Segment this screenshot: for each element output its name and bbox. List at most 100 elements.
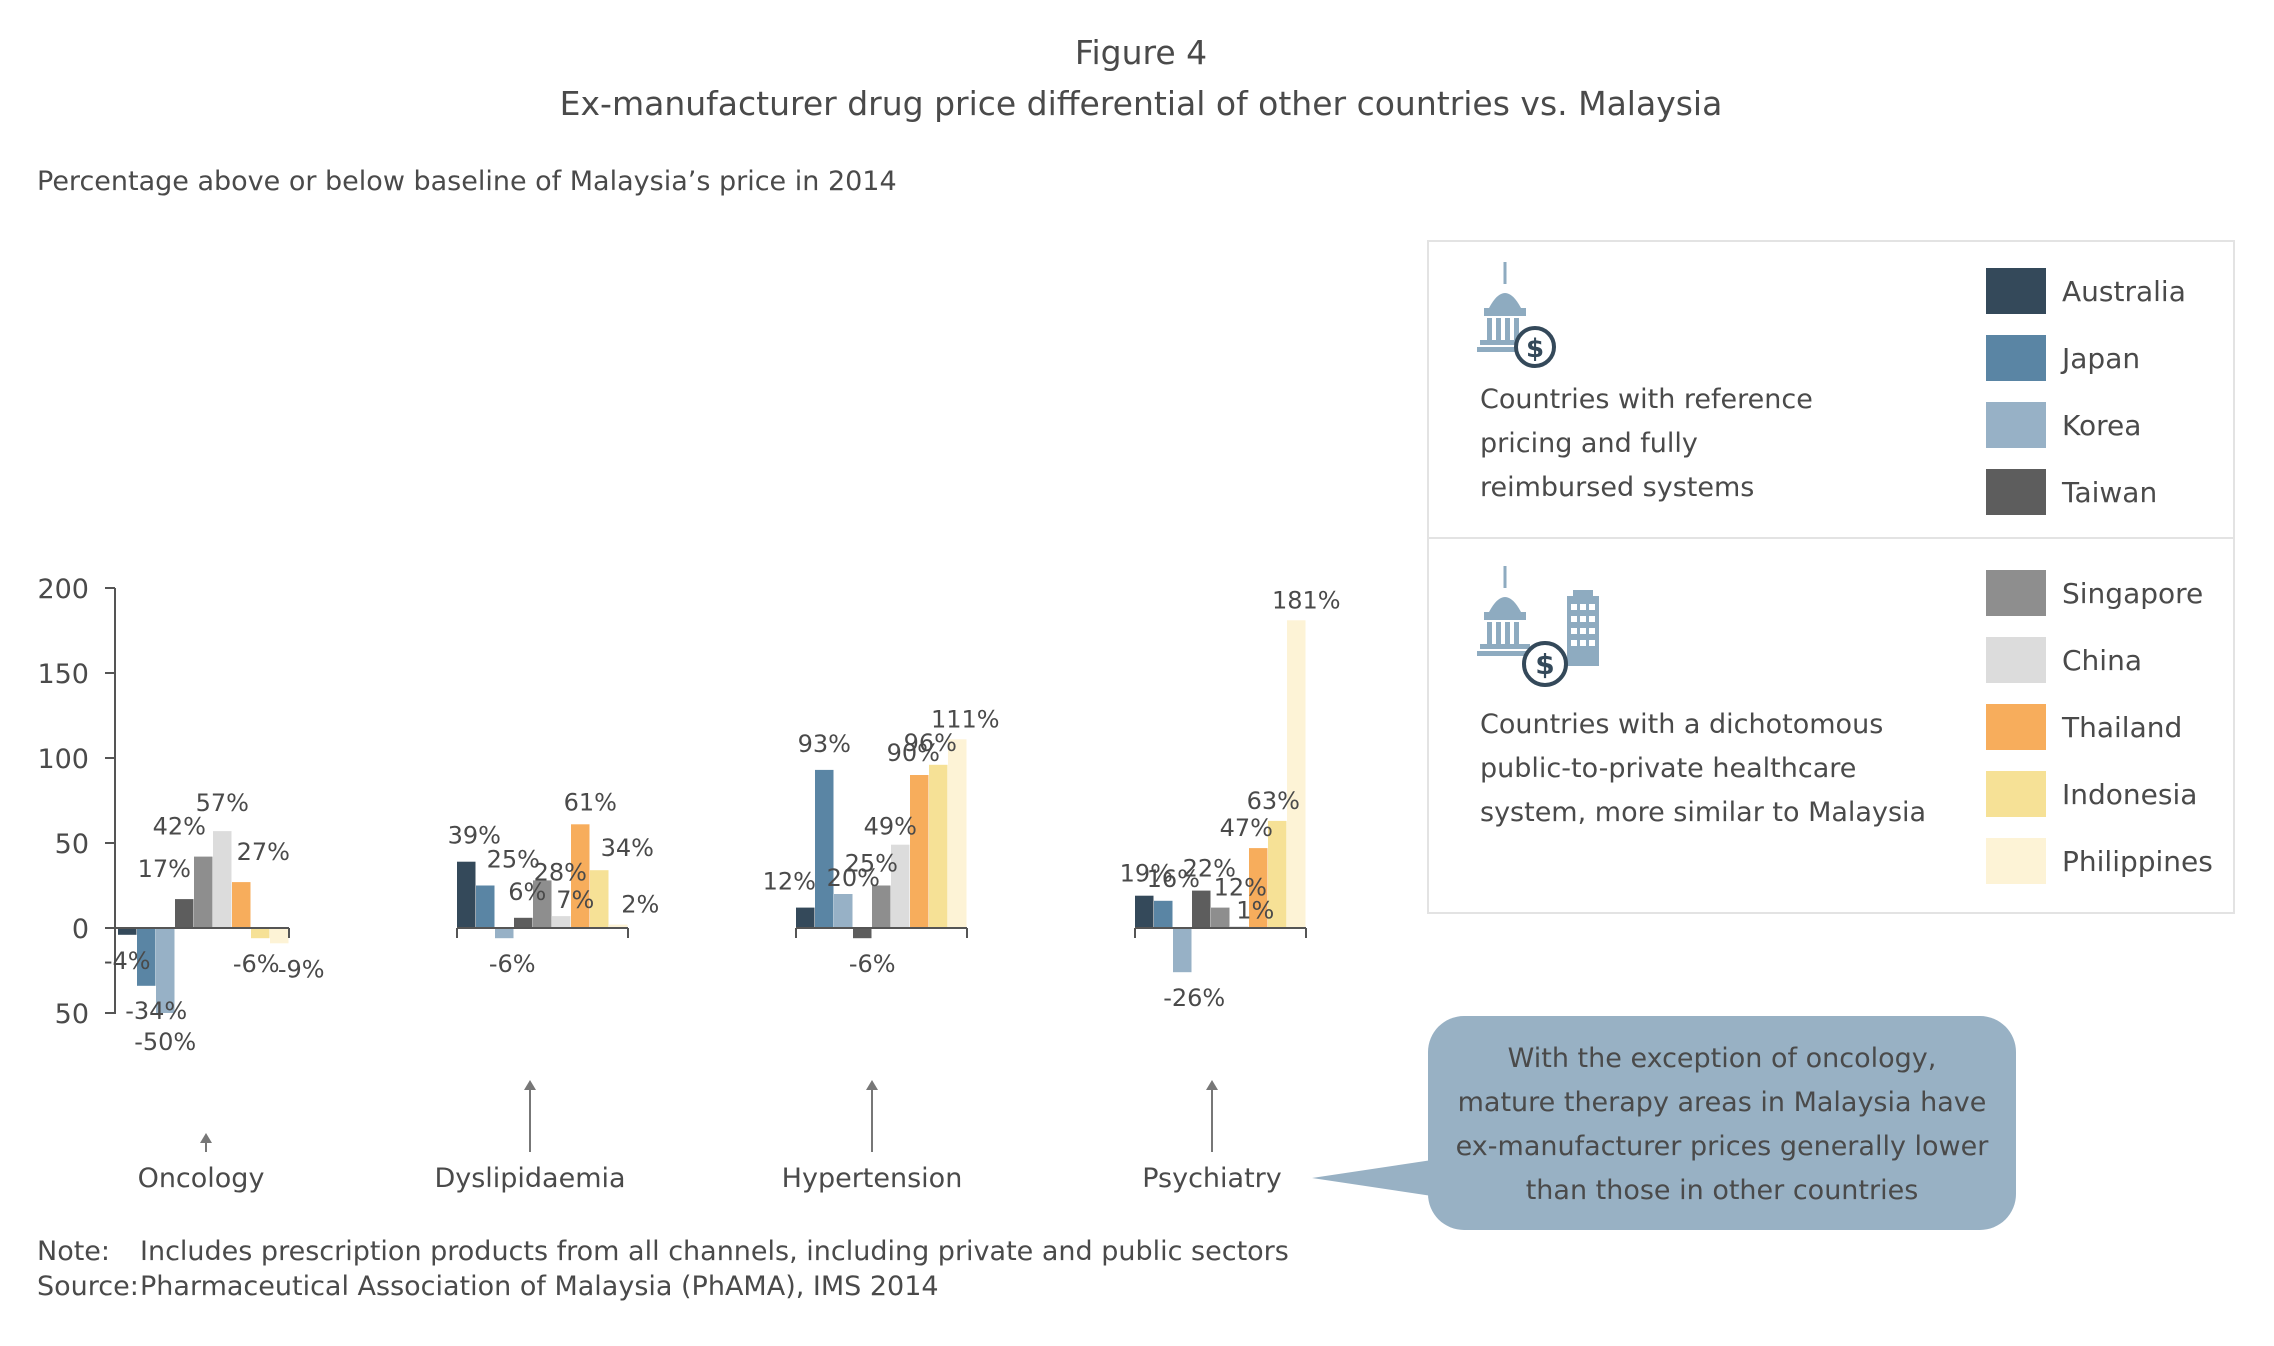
- bar: [175, 899, 194, 928]
- bar-value-label: 49%: [864, 813, 917, 841]
- bar-value-label: -50%: [134, 1028, 196, 1056]
- bar: [948, 739, 967, 928]
- bar: [571, 824, 590, 928]
- bar: [194, 856, 213, 928]
- bar: [815, 769, 834, 928]
- bar-value-label: -6%: [233, 950, 280, 978]
- text-line: reimbursed systems: [1480, 472, 1754, 503]
- legend-label: Philippines: [2062, 845, 2213, 878]
- legend-label: Korea: [2062, 409, 2141, 442]
- bar-value-label: 42%: [153, 813, 206, 841]
- bar-value-label: 90%: [887, 739, 940, 767]
- bar-value-label: 96%: [904, 729, 957, 757]
- category-arrow-head: [524, 1080, 536, 1090]
- bar-value-label: 12%: [1214, 874, 1267, 902]
- bar-value-label: 22%: [1183, 855, 1236, 883]
- bar-value-label: 12%: [763, 868, 816, 896]
- legend-entries: Australia Japan Korea Taiwan Singapore China T…: [1986, 268, 2213, 884]
- x-axis: [115, 927, 1307, 938]
- bar: [270, 928, 289, 944]
- category-arrow-head: [200, 1133, 212, 1143]
- bar-value-label: 25%: [845, 850, 898, 878]
- svg-text:$: $: [1526, 334, 1544, 364]
- legend-label: Singapore: [2062, 577, 2203, 610]
- bar-value-label: 61%: [564, 788, 617, 816]
- y-tick-label: 0: [72, 914, 89, 945]
- bar: [1249, 848, 1268, 928]
- legend-swatch: [1986, 637, 2046, 683]
- text-line: ex-manufacturer prices generally lower: [1456, 1131, 1990, 1162]
- bar: [609, 924, 628, 928]
- callout-tail: [1312, 1160, 1432, 1196]
- bar: [495, 928, 514, 939]
- legend-swatch: [1986, 838, 2046, 884]
- legend-swatch: [1986, 570, 2046, 616]
- bar-value-label: 181%: [1272, 586, 1341, 614]
- bar: [796, 907, 815, 928]
- legend-swatch: [1986, 402, 2046, 448]
- bar: [834, 894, 853, 928]
- bar-value-label: 7%: [556, 886, 594, 914]
- bar-value-label: 28%: [534, 858, 587, 886]
- bar-value-label: 19%: [1120, 860, 1173, 888]
- bar-value-label: -6%: [489, 950, 536, 978]
- legend-label: China: [2062, 644, 2142, 677]
- bar-value-label: 25%: [487, 846, 540, 874]
- legend-swatch: [1986, 335, 2046, 381]
- figure-title: Ex-manufacturer drug price differential …: [560, 84, 1723, 123]
- bar: [1268, 820, 1287, 928]
- note-text: Includes prescription products from all …: [140, 1236, 1289, 1267]
- bar-value-label: 20%: [827, 864, 880, 892]
- legend-panel: $ Countries with reference pricing and fu…: [1427, 240, 2235, 914]
- bar-value-label: 57%: [196, 789, 249, 817]
- government-building-dollar-icon: $: [1477, 262, 1556, 368]
- bar: [872, 885, 891, 928]
- bar-value-label: -4%: [104, 947, 151, 975]
- bar: [232, 882, 251, 928]
- text-line: pricing and fully: [1480, 428, 1698, 459]
- category-label: Psychiatry: [1142, 1163, 1282, 1194]
- legend-box: [1427, 240, 2235, 914]
- legend-group2-description: Countries with a dichotomous public-to-pr…: [1480, 709, 1926, 828]
- bar-value-label: 39%: [448, 822, 501, 850]
- government-and-private-building-dollar-icon: $: [1477, 566, 1599, 687]
- bar-value-label: 111%: [931, 705, 1000, 733]
- y-axis: 200 150 100 50 0 50: [37, 574, 116, 1030]
- category-label: Dyslipidaemia: [434, 1163, 625, 1194]
- category-arrow-head: [1206, 1080, 1218, 1090]
- callout-box: [1428, 1016, 2016, 1230]
- bar: [533, 880, 552, 928]
- text-line: Countries with a dichotomous: [1480, 709, 1883, 740]
- bar: [137, 928, 156, 986]
- bar: [1192, 890, 1211, 928]
- bar-value-label: 47%: [1220, 814, 1273, 842]
- bar: [476, 885, 495, 928]
- bar-value-label: -34%: [125, 997, 187, 1025]
- bar-value-label: 63%: [1247, 787, 1300, 815]
- legend-label: Australia: [2062, 275, 2186, 308]
- text-line: system, more similar to Malaysia: [1480, 797, 1926, 828]
- legend-label: Japan: [2060, 342, 2140, 375]
- callout: With the exception of oncology, mature th…: [1312, 1016, 2016, 1230]
- legend-swatch: [1986, 771, 2046, 817]
- bar: [891, 844, 910, 928]
- bar: [590, 870, 609, 928]
- category-label: Oncology: [138, 1163, 265, 1194]
- bar-value-label: 17%: [138, 855, 191, 883]
- y-tick-label: 50: [55, 999, 89, 1030]
- legend-group1-description: Countries with reference pricing and full…: [1480, 384, 1813, 503]
- legend-swatch: [1986, 704, 2046, 750]
- y-tick-label: 150: [37, 659, 89, 690]
- category-labels: Oncology Dyslipidaemia Hypertension Psychia…: [138, 1080, 1282, 1194]
- bar-value-label: 2%: [621, 891, 659, 919]
- text-line: than those in other countries: [1526, 1175, 1919, 1206]
- bar: [1154, 900, 1173, 928]
- bar: [552, 916, 571, 928]
- bar: [251, 928, 270, 939]
- y-tick-label: 100: [37, 744, 89, 775]
- legend-label: Thailand: [2061, 711, 2182, 744]
- bar-value-label: 27%: [237, 838, 290, 866]
- source-label: Source:: [37, 1271, 139, 1302]
- source-text: Pharmaceutical Association of Malaysia (…: [140, 1271, 939, 1302]
